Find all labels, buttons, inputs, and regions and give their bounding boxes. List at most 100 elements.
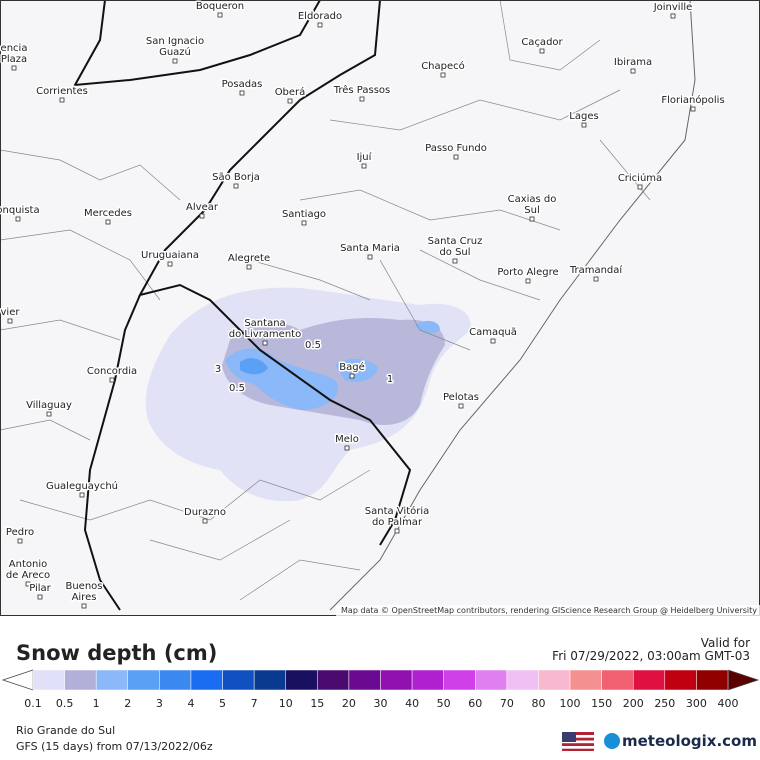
legend-swatch (95, 669, 129, 691)
place-marker (246, 264, 252, 270)
legend-swatch (32, 669, 65, 691)
place-label: Lages (569, 111, 598, 122)
place-marker (81, 603, 87, 609)
legend-swatch (538, 669, 571, 691)
place-label: vier (1, 307, 21, 318)
place-marker (490, 338, 496, 344)
place-marker (525, 278, 531, 284)
contour-label: 1 (387, 374, 393, 385)
place-label: Ibirama (614, 57, 652, 68)
place-marker (361, 163, 367, 169)
place-label: Posadas (222, 79, 263, 90)
place-label: Melo (335, 434, 359, 445)
place-marker (15, 216, 21, 222)
place-label: Alegrete (228, 253, 270, 264)
legend-swatch (696, 669, 729, 691)
legend-swatch (411, 669, 444, 691)
place-label: Corrientes (36, 86, 88, 97)
place-label: Criciúma (618, 172, 662, 184)
legend-tick-label: 50 (437, 697, 451, 710)
place-marker (202, 518, 208, 524)
place-label: do Livramento (229, 329, 301, 340)
place-label: Tramandaí (569, 264, 624, 276)
contour-label: 3 (215, 364, 221, 375)
valid-label: Valid for (701, 636, 750, 650)
place-marker (344, 445, 350, 451)
place-marker (452, 258, 458, 264)
legend-tick-label: 4 (187, 697, 194, 710)
place-marker (109, 377, 115, 383)
place-marker (17, 538, 23, 544)
place-marker (529, 216, 535, 222)
place-label: Oberá (275, 86, 306, 98)
place-marker (359, 96, 365, 102)
place-marker (690, 106, 696, 112)
legend-swatch (348, 669, 381, 691)
place-marker (11, 65, 17, 71)
place-marker (458, 403, 464, 409)
place-label: Camaquã (469, 327, 517, 338)
legend-arrow-right (727, 669, 760, 691)
place-label: Bagé (339, 361, 365, 373)
place-marker (581, 122, 587, 128)
place-marker (287, 98, 293, 104)
place-marker (539, 48, 545, 54)
place-label: Três Passos (333, 84, 391, 96)
logo-icon (604, 733, 620, 749)
legend-swatch (632, 669, 666, 691)
place-label: Concordia (87, 366, 137, 377)
place-label: Passo Fundo (425, 143, 487, 154)
legend-tick-label: 20 (342, 697, 356, 710)
place-label: encia (1, 43, 28, 54)
place-label: Porto Alegre (497, 267, 558, 278)
contour-label: 0.5 (305, 340, 321, 351)
place-marker (637, 184, 643, 190)
place-marker (239, 90, 245, 96)
legend-tick-label: 0.5 (56, 697, 74, 710)
legend-swatch (190, 669, 223, 691)
place-label: Aires (72, 592, 97, 603)
legend-tick-label: 7 (251, 697, 258, 710)
region: Rio Grande do Sul (16, 724, 115, 737)
place-marker (440, 72, 446, 78)
place-label: Villaguay (26, 400, 72, 411)
place-label: Pilar (29, 583, 51, 594)
boundaries (0, 0, 696, 611)
place-marker (317, 22, 323, 28)
legend-tick-label: 2 (124, 697, 131, 710)
place-label: Santiago (282, 209, 326, 220)
legend-tick-label: 300 (686, 697, 707, 710)
place-label: Pedro (6, 527, 34, 538)
place-label: Joinville (653, 2, 693, 13)
place-marker (453, 154, 459, 160)
place-marker (167, 261, 173, 267)
place-label: Pelotas (443, 392, 479, 403)
legend-tick-label: 80 (531, 697, 545, 710)
place-label: Uruguaiana (141, 250, 199, 261)
place-marker (301, 220, 307, 226)
place-marker (233, 183, 239, 189)
place-marker (172, 58, 178, 64)
place-label: Gualeguaychú (46, 480, 118, 492)
place-marker (670, 13, 676, 19)
place-marker (593, 276, 599, 282)
place-label: do Palmar (372, 517, 423, 528)
legend-tick-label: 200 (623, 697, 644, 710)
legend-swatch (475, 669, 508, 691)
place-label: de Areco (6, 570, 50, 581)
legend-swatch (285, 669, 318, 691)
place-marker (262, 340, 268, 346)
contour-label: 0.5 (229, 383, 245, 394)
place-label: Santa Vitória (365, 505, 430, 517)
legend-swatch (64, 669, 97, 691)
legend-tick-label: 1 (93, 697, 100, 710)
legend-tick-label: 150 (591, 697, 612, 710)
legend-tick-label: 60 (468, 697, 482, 710)
place-label: Santa Cruz (428, 236, 483, 247)
place-marker (7, 318, 13, 324)
place-label: Chapecó (421, 60, 465, 72)
attribution-bg (336, 605, 760, 616)
legend-tick-label: 70 (500, 697, 514, 710)
legend-tick-label: 5 (219, 697, 226, 710)
